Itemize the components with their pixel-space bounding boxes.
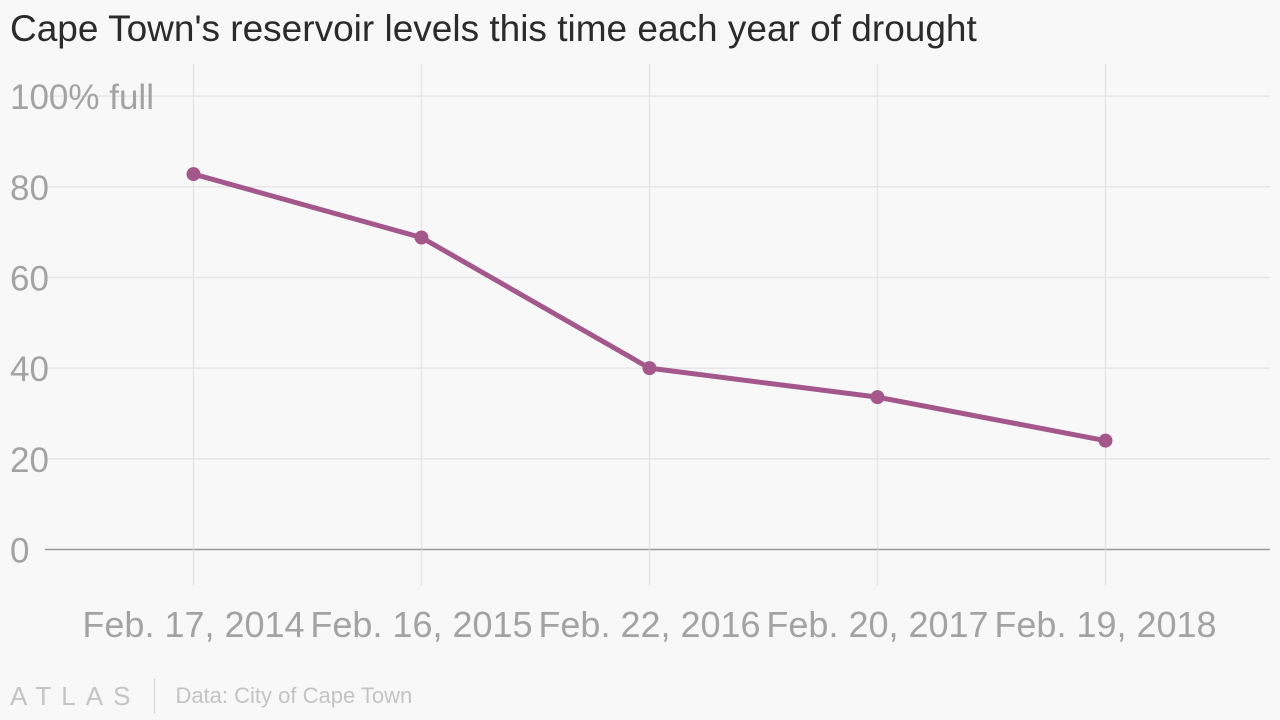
x-tick-label: Feb. 16, 2015 bbox=[310, 604, 532, 645]
footer-divider bbox=[154, 679, 156, 713]
chart-footer: ATLAS Data: City of Cape Town bbox=[10, 676, 412, 716]
x-tick-label: Feb. 19, 2018 bbox=[994, 604, 1216, 645]
y-tick-label: 100% full bbox=[10, 78, 154, 117]
line-chart: 0 20 40 60 80 100% full Feb. 17, 2014 Feb. 16,… bbox=[10, 64, 1270, 645]
y-tick-label: 80 bbox=[10, 169, 49, 208]
chart-title: Cape Town's reservoir levels this time e… bbox=[10, 8, 977, 49]
data-point bbox=[642, 361, 657, 376]
atlas-logo: ATLAS bbox=[10, 680, 141, 711]
data-point bbox=[870, 390, 885, 405]
x-tick-label: Feb. 22, 2016 bbox=[538, 604, 760, 645]
y-axis-ticks: 0 20 40 60 80 100% full bbox=[10, 78, 154, 570]
x-axis-ticks: Feb. 17, 2014 Feb. 16, 2015 Feb. 22, 2016 F… bbox=[82, 549, 1217, 645]
series-reservoir-level bbox=[186, 167, 1113, 448]
x-tick-label: Feb. 17, 2014 bbox=[82, 604, 304, 645]
y-tick-label: 60 bbox=[10, 259, 49, 298]
data-source: Data: City of Cape Town bbox=[175, 683, 413, 708]
grid-lines bbox=[45, 64, 1270, 551]
data-point bbox=[1098, 433, 1113, 448]
y-tick-label: 0 bbox=[10, 532, 29, 571]
y-tick-label: 20 bbox=[10, 441, 49, 480]
y-tick-label: 40 bbox=[10, 350, 49, 389]
data-point bbox=[186, 167, 201, 182]
data-point bbox=[414, 230, 429, 245]
x-tick-label: Feb. 20, 2017 bbox=[766, 604, 988, 645]
